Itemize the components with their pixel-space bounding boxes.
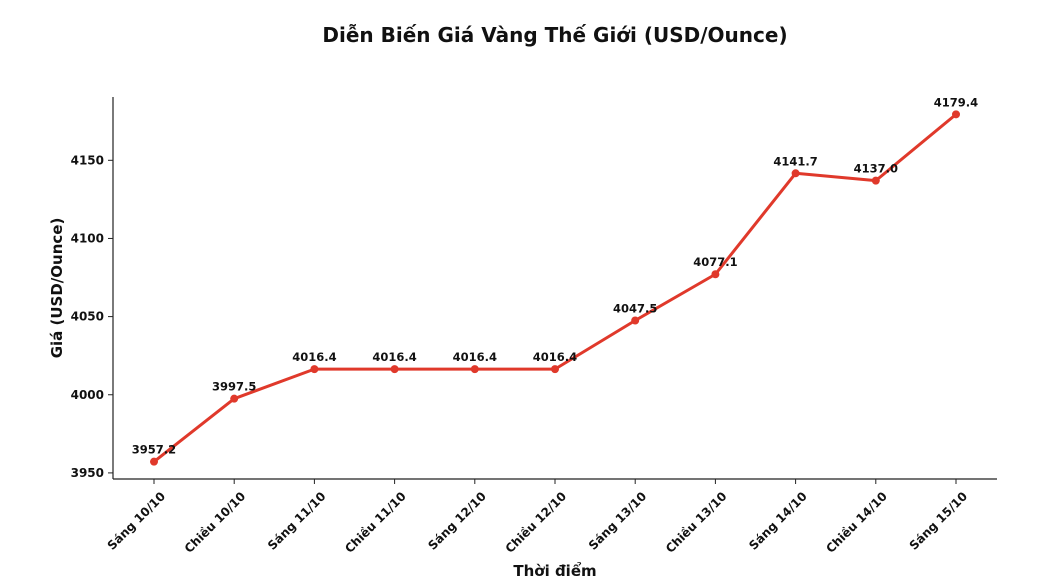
point <box>470 365 479 374</box>
x-axis-label: Thời điểm <box>513 561 596 580</box>
y-tick-label: 4050 <box>71 310 104 324</box>
data-label: 4047.5 <box>613 302 657 316</box>
x-tick-label: Chiều 11/10 <box>342 489 409 556</box>
y-axis-label: Giá (USD/Ounce) <box>48 218 66 359</box>
y-tick-label: 3950 <box>71 466 104 480</box>
x-tick-label: Chiều 14/10 <box>823 489 890 556</box>
data-label: 4077.1 <box>693 255 737 269</box>
point <box>952 110 960 119</box>
x-tick-label: Chiều 13/10 <box>663 489 730 556</box>
line <box>153 113 957 463</box>
data-label: 4141.7 <box>773 154 817 168</box>
data-label: 4016.4 <box>453 350 497 364</box>
data-label: 3997.5 <box>212 380 256 394</box>
point <box>150 457 158 466</box>
x-tick-label: Sáng 11/10 <box>265 489 329 553</box>
point <box>631 316 640 325</box>
point <box>551 365 559 374</box>
x-tick-label: Sáng 12/10 <box>425 489 489 553</box>
x-tick-label: Chiều 12/10 <box>503 489 570 556</box>
x-tick-label: Chiều 10/10 <box>182 489 249 556</box>
x-tick-label: Sáng 13/10 <box>586 489 650 553</box>
point <box>230 394 239 403</box>
data-label: 4016.4 <box>292 350 336 364</box>
data-label: 4016.4 <box>372 350 416 364</box>
data-label: 4137.0 <box>854 162 898 176</box>
point <box>871 176 880 185</box>
data-label: 4016.4 <box>533 350 577 364</box>
y-tick-label: 4150 <box>71 153 104 167</box>
y-tick-label: 4000 <box>71 388 104 402</box>
x-tick-label: Sáng 15/10 <box>907 489 971 553</box>
point <box>711 270 720 279</box>
data-label: 4179.4 <box>934 95 978 109</box>
point <box>390 365 399 374</box>
point <box>791 169 800 178</box>
x-tick-label: Sáng 10/10 <box>105 489 169 553</box>
chart-title: Diễn Biến Giá Vàng Thế Giới (USD/Ounce) <box>322 23 787 47</box>
point <box>310 365 319 374</box>
y-tick-label: 4100 <box>71 231 104 245</box>
data-label: 3957.2 <box>132 443 176 457</box>
x-tick-label: Sáng 14/10 <box>746 489 810 553</box>
